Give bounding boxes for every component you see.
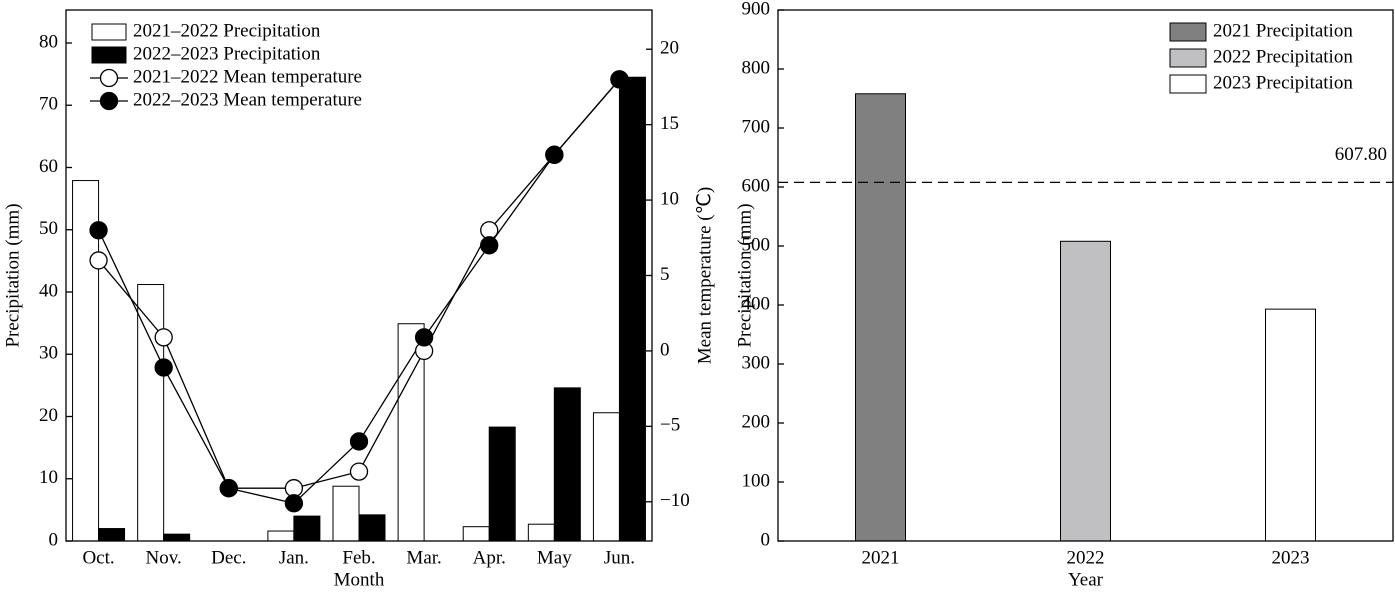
legend-marker bbox=[99, 91, 119, 111]
bar bbox=[1060, 240, 1111, 542]
bar bbox=[137, 284, 165, 542]
y-tick-label: 80 bbox=[39, 31, 58, 52]
legend-label: 2022–2023 Precipitation bbox=[133, 43, 321, 64]
x-tick-label: Mar. bbox=[406, 547, 441, 568]
y-tick-label: 100 bbox=[742, 470, 771, 491]
legend-marker bbox=[99, 68, 119, 88]
bar bbox=[618, 76, 646, 542]
legend-swatch bbox=[1169, 74, 1207, 94]
bar bbox=[98, 528, 126, 542]
bar bbox=[855, 93, 906, 542]
bar bbox=[462, 526, 490, 542]
bar bbox=[488, 426, 516, 542]
legend-label: 2021–2022 Mean temperature bbox=[133, 66, 362, 87]
x-tick-label: Nov. bbox=[146, 547, 182, 568]
marker bbox=[414, 328, 434, 347]
y-tick-label: 0 bbox=[761, 529, 771, 550]
y-axis-title: Precipitation (mm) bbox=[2, 203, 23, 347]
legend-label: 2022 Precipitation bbox=[1213, 46, 1353, 67]
x-tick-label: Jan. bbox=[279, 547, 309, 568]
y-tick-label: 5 bbox=[660, 264, 670, 285]
y-tick-label: 300 bbox=[742, 352, 771, 373]
marker bbox=[89, 221, 108, 240]
y-tick-label: 900 bbox=[742, 0, 771, 19]
legend-label: 2022–2023 Mean temperature bbox=[133, 89, 362, 110]
y-tick-label: −10 bbox=[660, 490, 690, 511]
bar bbox=[163, 533, 191, 542]
y-tick-label: 0 bbox=[660, 339, 670, 360]
x-tick-label: Jun. bbox=[604, 547, 635, 568]
legend-swatch bbox=[1169, 48, 1207, 68]
plot-frame bbox=[65, 9, 653, 542]
x-axis-title: Month bbox=[334, 569, 385, 590]
bar bbox=[553, 387, 581, 542]
bar bbox=[527, 523, 555, 542]
reference-label: 607.80 bbox=[1335, 144, 1387, 165]
y-tick-label: 400 bbox=[742, 293, 771, 314]
legend-swatch bbox=[91, 46, 127, 64]
marker bbox=[480, 236, 499, 255]
y-tick-label: 15 bbox=[660, 113, 679, 134]
y-tick-label: 10 bbox=[39, 467, 58, 488]
marker bbox=[154, 328, 173, 347]
y-tick-label: 20 bbox=[39, 405, 58, 426]
y-tick-label: 50 bbox=[39, 218, 58, 239]
bar bbox=[332, 485, 360, 542]
legend-swatch bbox=[91, 23, 127, 41]
plot-frame bbox=[777, 9, 1394, 542]
marker bbox=[89, 251, 108, 270]
x-tick-label: 2021 bbox=[862, 547, 900, 568]
line bbox=[98, 78, 620, 489]
x-tick-label: 2022 bbox=[1067, 547, 1105, 568]
y-tick-label: 60 bbox=[39, 156, 58, 177]
y-tick-label: 40 bbox=[39, 280, 58, 301]
marker bbox=[349, 462, 369, 481]
x-tick-label: May bbox=[537, 547, 572, 568]
y-tick-label: 10 bbox=[660, 188, 679, 209]
legend-label: 2021 Precipitation bbox=[1213, 20, 1353, 41]
y-tick-label: 200 bbox=[742, 411, 771, 432]
y-axis-title: Precipitation (mm) bbox=[734, 203, 755, 347]
y-tick-label: −5 bbox=[660, 415, 680, 436]
marker bbox=[284, 494, 304, 513]
legend-label: 2021–2022 Precipitation bbox=[133, 20, 321, 41]
bar bbox=[293, 515, 321, 542]
x-axis-title: Year bbox=[1068, 569, 1104, 590]
x-tick-label: Oct. bbox=[82, 547, 114, 568]
legend-label: 2023 Precipitation bbox=[1213, 72, 1353, 93]
x-tick-label: Feb. bbox=[342, 547, 375, 568]
y-tick-label: 20 bbox=[660, 38, 679, 59]
y-tick-label: 700 bbox=[742, 116, 771, 137]
bar bbox=[592, 412, 620, 542]
marker bbox=[610, 70, 629, 89]
marker bbox=[349, 432, 369, 451]
y-tick-label: 30 bbox=[39, 343, 58, 364]
bar bbox=[358, 514, 386, 542]
marker bbox=[219, 479, 238, 498]
x-tick-label: 2023 bbox=[1272, 547, 1310, 568]
y-tick-label: 600 bbox=[742, 175, 771, 196]
marker bbox=[545, 145, 564, 164]
y-tick-label: 500 bbox=[742, 234, 771, 255]
marker bbox=[154, 358, 173, 377]
y-tick-label: 70 bbox=[39, 94, 58, 115]
y-tick-label: 0 bbox=[49, 529, 59, 550]
x-tick-label: Apr. bbox=[473, 547, 506, 568]
bar bbox=[1265, 308, 1316, 542]
x-tick-label: Dec. bbox=[211, 547, 246, 568]
legend-swatch bbox=[1169, 22, 1207, 42]
y2-axis-title: Mean temperature (℃) bbox=[694, 187, 715, 364]
y-tick-label: 800 bbox=[742, 57, 771, 78]
bar bbox=[267, 530, 295, 542]
